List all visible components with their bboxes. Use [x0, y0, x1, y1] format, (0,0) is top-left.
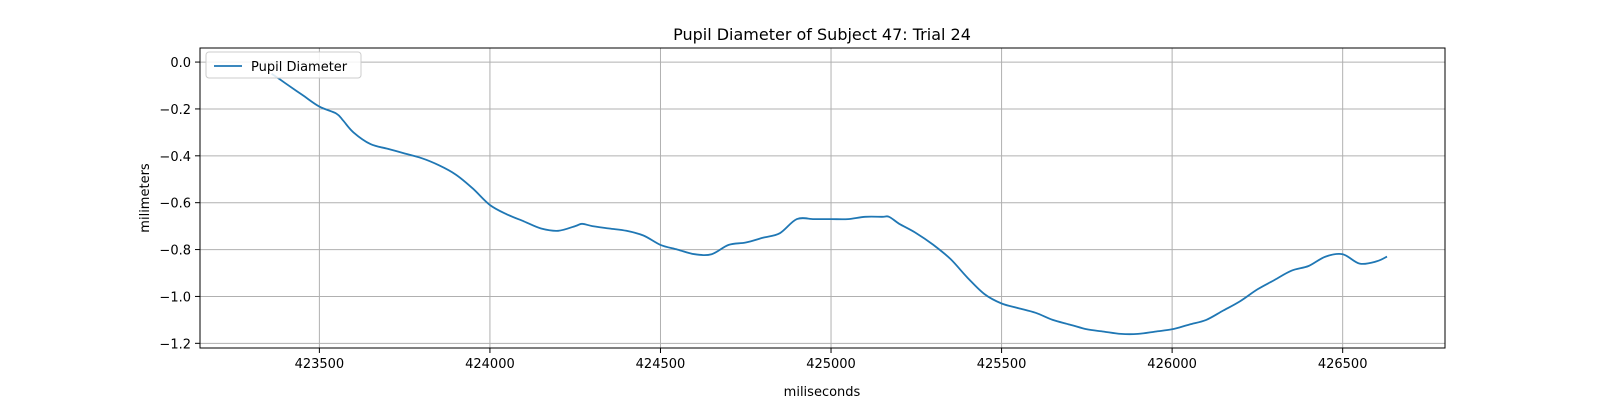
- y-tick-label: 0.0: [170, 56, 191, 71]
- y-axis-ticks: 0.0 −0.2 −0.4 −0.6 −0.8 −1.0 −1.2: [159, 56, 200, 352]
- x-tick-label: 423500: [295, 357, 345, 372]
- x-axis-ticks: 423500 424000 424500 425000 425500 426000 4265…: [295, 348, 1368, 372]
- y-tick-label: −1.0: [159, 290, 191, 305]
- y-tick-label: −1.2: [159, 337, 191, 352]
- legend-label: Pupil Diameter: [251, 60, 348, 75]
- plot-frame: [199, 47, 1446, 349]
- x-tick-label: 425000: [806, 357, 856, 372]
- y-axis-title: milimeters: [138, 163, 153, 233]
- legend: Pupil Diameter: [205, 51, 362, 79]
- y-tick-label: −0.2: [159, 103, 191, 118]
- legend-frame: [205, 51, 362, 79]
- series-layer: [271, 73, 1388, 336]
- y-tick-label: −0.4: [159, 150, 191, 165]
- x-tick-label: 424000: [465, 357, 515, 372]
- x-tick-label: 426000: [1147, 357, 1197, 372]
- x-tick-label: 426500: [1318, 357, 1368, 372]
- x-axis-title: miliseconds: [784, 385, 861, 400]
- y-tick-label: −0.8: [159, 244, 191, 259]
- series-line-pupil-diameter: [271, 73, 1388, 336]
- x-tick-label: 425500: [977, 357, 1027, 372]
- grid: [200, 48, 1445, 348]
- x-tick-label: 424500: [636, 357, 686, 372]
- y-tick-label: −0.6: [159, 197, 191, 212]
- chart-title: Pupil Diameter of Subject 47: Trial 24: [673, 25, 971, 44]
